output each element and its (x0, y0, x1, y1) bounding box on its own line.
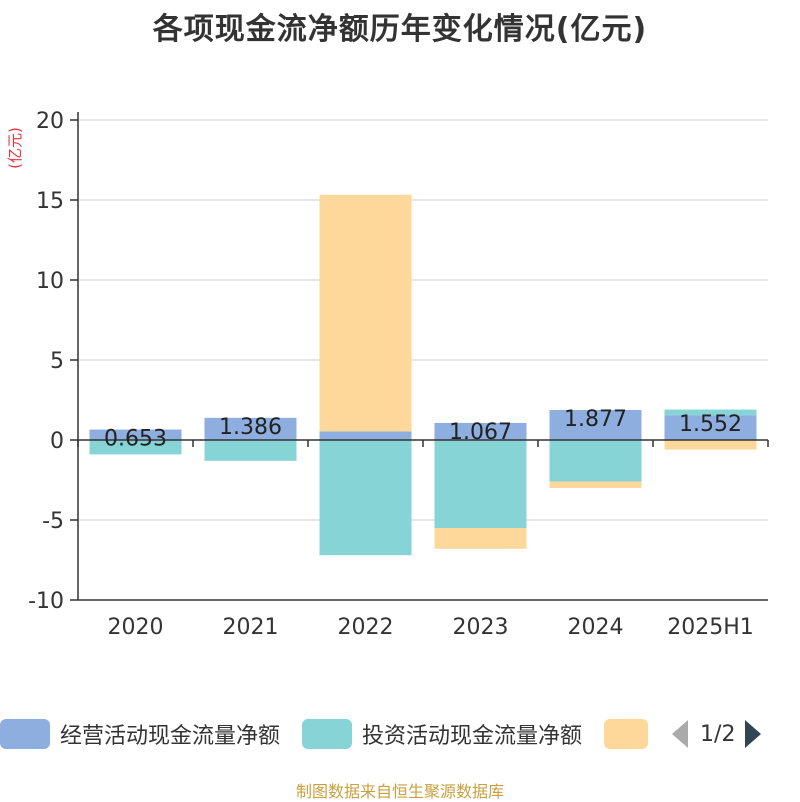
y-tick-label: -10 (28, 589, 64, 614)
bar-1-2023 (434, 440, 527, 528)
data-label: 0.653 (104, 427, 167, 452)
data-labels: 0.653 1.386 1.067 1.877 1.552 (104, 407, 742, 452)
source-note: 制图数据来自恒生聚源数据库 (295, 782, 504, 801)
data-label: 1.877 (564, 407, 627, 432)
x-tick-label: 2021 (223, 615, 279, 640)
legend-pager: 1/2 (672, 720, 762, 748)
chart-title: 各项现金流净额历年变化情况(亿元) (152, 12, 648, 47)
data-label: 1.386 (219, 415, 282, 440)
legend-prev-icon[interactable] (672, 720, 689, 748)
x-tick-label: 2024 (568, 615, 624, 640)
legend-page-indicator: 1/2 (700, 721, 736, 747)
x-tick-label: 2022 (338, 615, 394, 640)
bars (89, 194, 757, 556)
legend-item-operating[interactable]: 经营活动现金流量净额 (0, 718, 280, 750)
y-axis-unit-label: (亿元) (6, 127, 24, 169)
x-tick-label: 2025H1 (667, 615, 754, 640)
bar-0-2024 (549, 409, 642, 440)
legend-next-icon[interactable] (745, 720, 762, 748)
data-label: 1.552 (679, 412, 742, 437)
legend-label-investing: 投资活动现金流量净额 (362, 724, 583, 749)
bar-1-2024 (549, 440, 642, 482)
x-tick-label: 2020 (108, 615, 164, 640)
grid-lines (78, 119, 768, 601)
bar-2-2024 (549, 481, 642, 488)
y-tick-label: 15 (36, 189, 64, 214)
y-tick-label: 10 (36, 269, 64, 294)
bar-0-2020 (89, 429, 182, 440)
bar-2-2022 (319, 194, 412, 432)
legend-swatch-third (604, 719, 649, 749)
bar-0-2021 (204, 417, 297, 440)
bar-1-2025H1 (664, 409, 757, 416)
data-label: 1.067 (449, 420, 512, 445)
bar-0-2025H1 (664, 415, 757, 440)
y-tick-label: 20 (36, 109, 64, 134)
bar-2-2023 (434, 528, 527, 549)
bar-0-2023 (434, 422, 527, 440)
bar-2-2025H1 (664, 440, 757, 450)
y-tick-label: -5 (42, 509, 64, 534)
legend-item-third[interactable] (604, 719, 658, 749)
legend-swatch-investing (302, 719, 353, 749)
y-tick-label: 5 (50, 349, 64, 374)
bar-1-2022 (319, 440, 412, 556)
legend-swatch-operating (0, 719, 50, 749)
bar-1-2021 (204, 440, 297, 461)
y-tick-label: 0 (50, 429, 64, 454)
legend-item-investing[interactable]: 投资活动现金流量净额 (302, 718, 582, 750)
legend: 经营活动现金流量净额 投资活动现金流量净额 1/2 (0, 712, 800, 756)
legend-label-operating: 经营活动现金流量净额 (60, 724, 281, 749)
x-tick-label: 2023 (453, 615, 509, 640)
bar-1-2020 (89, 440, 182, 455)
bar-0-2022 (319, 431, 412, 440)
